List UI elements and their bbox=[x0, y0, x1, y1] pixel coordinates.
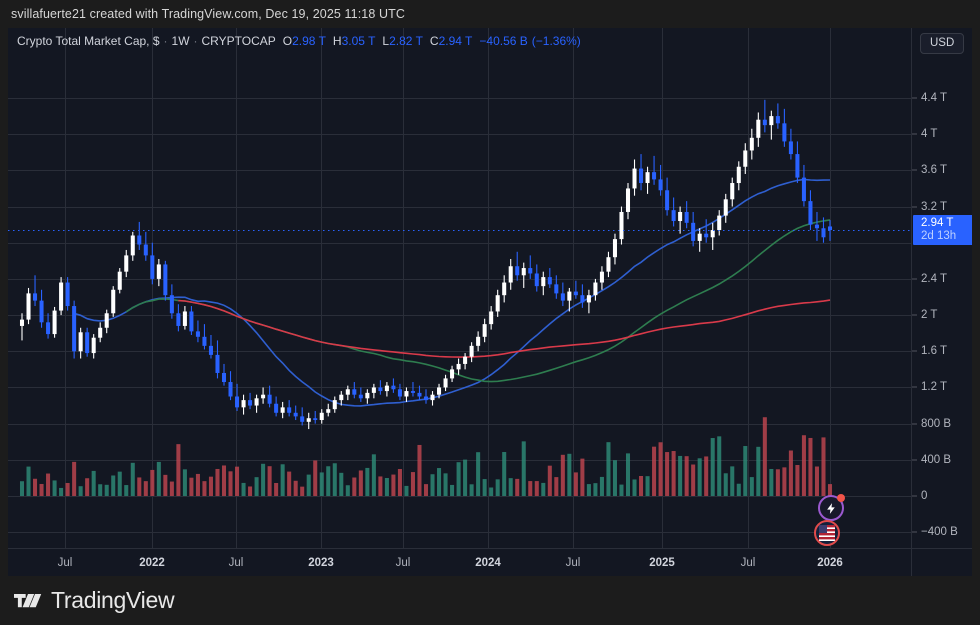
flag-icon bbox=[819, 525, 835, 541]
legend-low-key: L bbox=[382, 34, 390, 48]
time-scale-separator bbox=[911, 549, 912, 576]
price-scale-label: 0 bbox=[921, 490, 928, 502]
price-tick-mark bbox=[912, 495, 917, 497]
legend-change-percent: (−1.36%) bbox=[531, 34, 581, 48]
price-tick-mark bbox=[912, 531, 917, 533]
legend-high-value: 3.05 T bbox=[341, 34, 376, 48]
chart-frame: Crypto Total Market Cap, $ · 1W · CRYPTO… bbox=[8, 28, 972, 576]
price-scale-label: 3.2 T bbox=[921, 200, 947, 213]
bar-countdown: 2d 13h bbox=[921, 229, 957, 242]
price-scale[interactable]: USD 2.94 T 2d 13h 4.4 T 4 T 3.6 T 3.2 T 2.4 … bbox=[911, 28, 972, 548]
legend-low-value: 2.82 T bbox=[389, 34, 423, 48]
legend-change: −40.56 B bbox=[479, 34, 528, 48]
price-tick-mark bbox=[912, 278, 917, 280]
us-flag-badge[interactable] bbox=[814, 520, 840, 546]
legend-open-value: 2.98 T bbox=[292, 34, 326, 48]
time-scale-label: 2025 bbox=[649, 557, 675, 569]
legend-close-value: 2.94 T bbox=[438, 34, 473, 48]
price-scale-label: 4.4 T bbox=[921, 92, 947, 104]
tradingview-wordmark: TradingView bbox=[51, 587, 175, 613]
lightning-badge-dot bbox=[837, 494, 845, 502]
price-scale-label: 400 B bbox=[921, 453, 952, 466]
current-price-value: 2.94 T bbox=[921, 217, 954, 230]
chart-plot bbox=[8, 28, 911, 548]
price-scale-label: 2 T bbox=[921, 309, 938, 322]
time-scale-label: Jul bbox=[740, 557, 756, 569]
us-flag-badge-ring bbox=[814, 520, 840, 546]
price-scale-label: 4 T bbox=[921, 128, 938, 141]
price-tick-mark bbox=[912, 350, 917, 352]
time-scale-label: Jul bbox=[565, 557, 581, 569]
price-tick-mark bbox=[912, 314, 917, 316]
time-scale[interactable]: Jul 2022 Jul 2023 Jul 2024 Jul 2025 Jul 2026 bbox=[8, 548, 972, 576]
chart-legend: Crypto Total Market Cap, $ · 1W · CRYPTO… bbox=[17, 34, 581, 48]
tradingview-logo-icon bbox=[14, 593, 42, 607]
time-scale-label: 2023 bbox=[308, 557, 334, 569]
time-scale-label: 2024 bbox=[475, 557, 501, 569]
legend-interval[interactable]: 1W bbox=[171, 34, 190, 48]
price-scale-label: 2.4 T bbox=[921, 272, 947, 285]
time-scale-label: Jul bbox=[395, 557, 411, 569]
legend-sep-1: · bbox=[163, 34, 168, 48]
legend-sep-2: · bbox=[193, 34, 198, 48]
attribution-bar: svillafuerte21 created with TradingView.… bbox=[0, 0, 980, 28]
time-scale-label: 2026 bbox=[817, 557, 843, 569]
price-scale-label: 1.2 T bbox=[921, 381, 947, 394]
price-scale-label: −400 B bbox=[921, 526, 958, 539]
lightning-badge[interactable] bbox=[818, 494, 845, 521]
time-scale-label: 2022 bbox=[139, 557, 165, 569]
legend-symbol[interactable]: Crypto Total Market Cap, $ bbox=[17, 34, 160, 48]
chart-pane[interactable] bbox=[8, 28, 911, 548]
legend-exchange: CRYPTOCAP bbox=[201, 34, 276, 48]
legend-close-key: C bbox=[429, 34, 439, 48]
lightning-icon bbox=[826, 502, 835, 514]
price-tick-mark bbox=[912, 459, 917, 461]
price-tick-mark bbox=[912, 133, 917, 135]
time-scale-label: Jul bbox=[57, 557, 73, 569]
price-scale-label: 800 B bbox=[921, 417, 952, 430]
time-scale-label: Jul bbox=[228, 557, 244, 569]
price-tick-mark bbox=[912, 386, 917, 388]
price-scale-label: 1.6 T bbox=[921, 345, 947, 358]
price-tick-mark bbox=[912, 169, 917, 171]
currency-button[interactable]: USD bbox=[920, 33, 965, 54]
price-tick-mark bbox=[912, 423, 917, 425]
price-scale-label: 3.6 T bbox=[921, 164, 947, 177]
price-tick-mark bbox=[912, 97, 917, 99]
current-price-badge: 2.94 T 2d 13h bbox=[913, 215, 972, 246]
attribution-text: svillafuerte21 created with TradingView.… bbox=[11, 7, 405, 21]
footer-branding: TradingView bbox=[0, 576, 980, 625]
legend-open-key: O bbox=[282, 34, 293, 48]
price-tick-mark bbox=[912, 206, 917, 208]
legend-high-key: H bbox=[332, 34, 342, 48]
